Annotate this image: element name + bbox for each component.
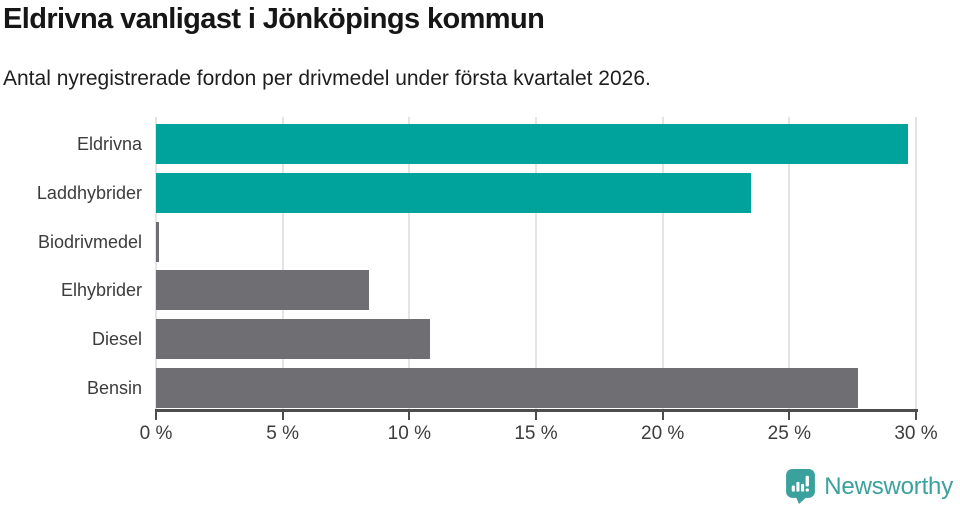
gridline-20: [661, 117, 664, 409]
bar-eldrivna: [156, 124, 909, 165]
chart-subtitle: Antal nyregistrerade fordon per drivmede…: [3, 67, 651, 90]
gridline-25: [788, 117, 791, 409]
x-axis-tick-30: [915, 412, 917, 420]
bar-diesel: [156, 319, 430, 360]
x-axis-tick-label-5: 5 %: [266, 423, 300, 444]
gridline-30: [915, 117, 917, 409]
bar-elhybrider: [156, 270, 369, 311]
brand-footer: Newsworthy: [786, 469, 953, 504]
gridline-10: [408, 117, 411, 409]
x-axis-tick-10: [408, 412, 411, 420]
x-axis-tick-label-15: 15 %: [514, 423, 558, 444]
x-axis-tick-label-25: 25 %: [767, 423, 811, 444]
bar-biodrivmedel: [156, 221, 159, 262]
x-axis-line: [155, 409, 918, 412]
category-label-biodrivmedel: Biodrivmedel: [37, 231, 142, 252]
bar-laddhybrider: [156, 173, 752, 213]
category-label-laddhybrider: Laddhybrider: [36, 183, 142, 203]
gridline-15: [535, 117, 537, 409]
x-axis-tick-0: [155, 412, 157, 420]
chart-title: Eldrivna vanligast i Jönköpings kommun: [3, 3, 545, 35]
x-axis-tick-label-0: 0 %: [139, 423, 173, 444]
bar-bensin: [156, 367, 858, 408]
x-axis-tick-label-10: 10 %: [387, 423, 431, 444]
x-axis-tick-5: [281, 412, 284, 420]
category-label-diesel: Diesel: [91, 329, 142, 350]
newsworthy-logo-icon: [786, 469, 816, 504]
x-axis-tick-25: [788, 412, 791, 420]
x-axis-tick-label-30: 30 %: [894, 423, 938, 444]
category-label-elhybrider: Elhybrider: [60, 280, 142, 301]
brand-name: Newsworthy: [824, 472, 953, 500]
x-axis-tick-20: [661, 412, 664, 420]
x-axis-tick-15: [535, 412, 537, 420]
gridline-0: [155, 117, 157, 409]
category-label-eldrivna: Eldrivna: [76, 134, 142, 155]
category-label-bensin: Bensin: [86, 377, 142, 398]
gridline-5: [281, 117, 284, 409]
x-axis-tick-label-20: 20 %: [641, 423, 685, 444]
